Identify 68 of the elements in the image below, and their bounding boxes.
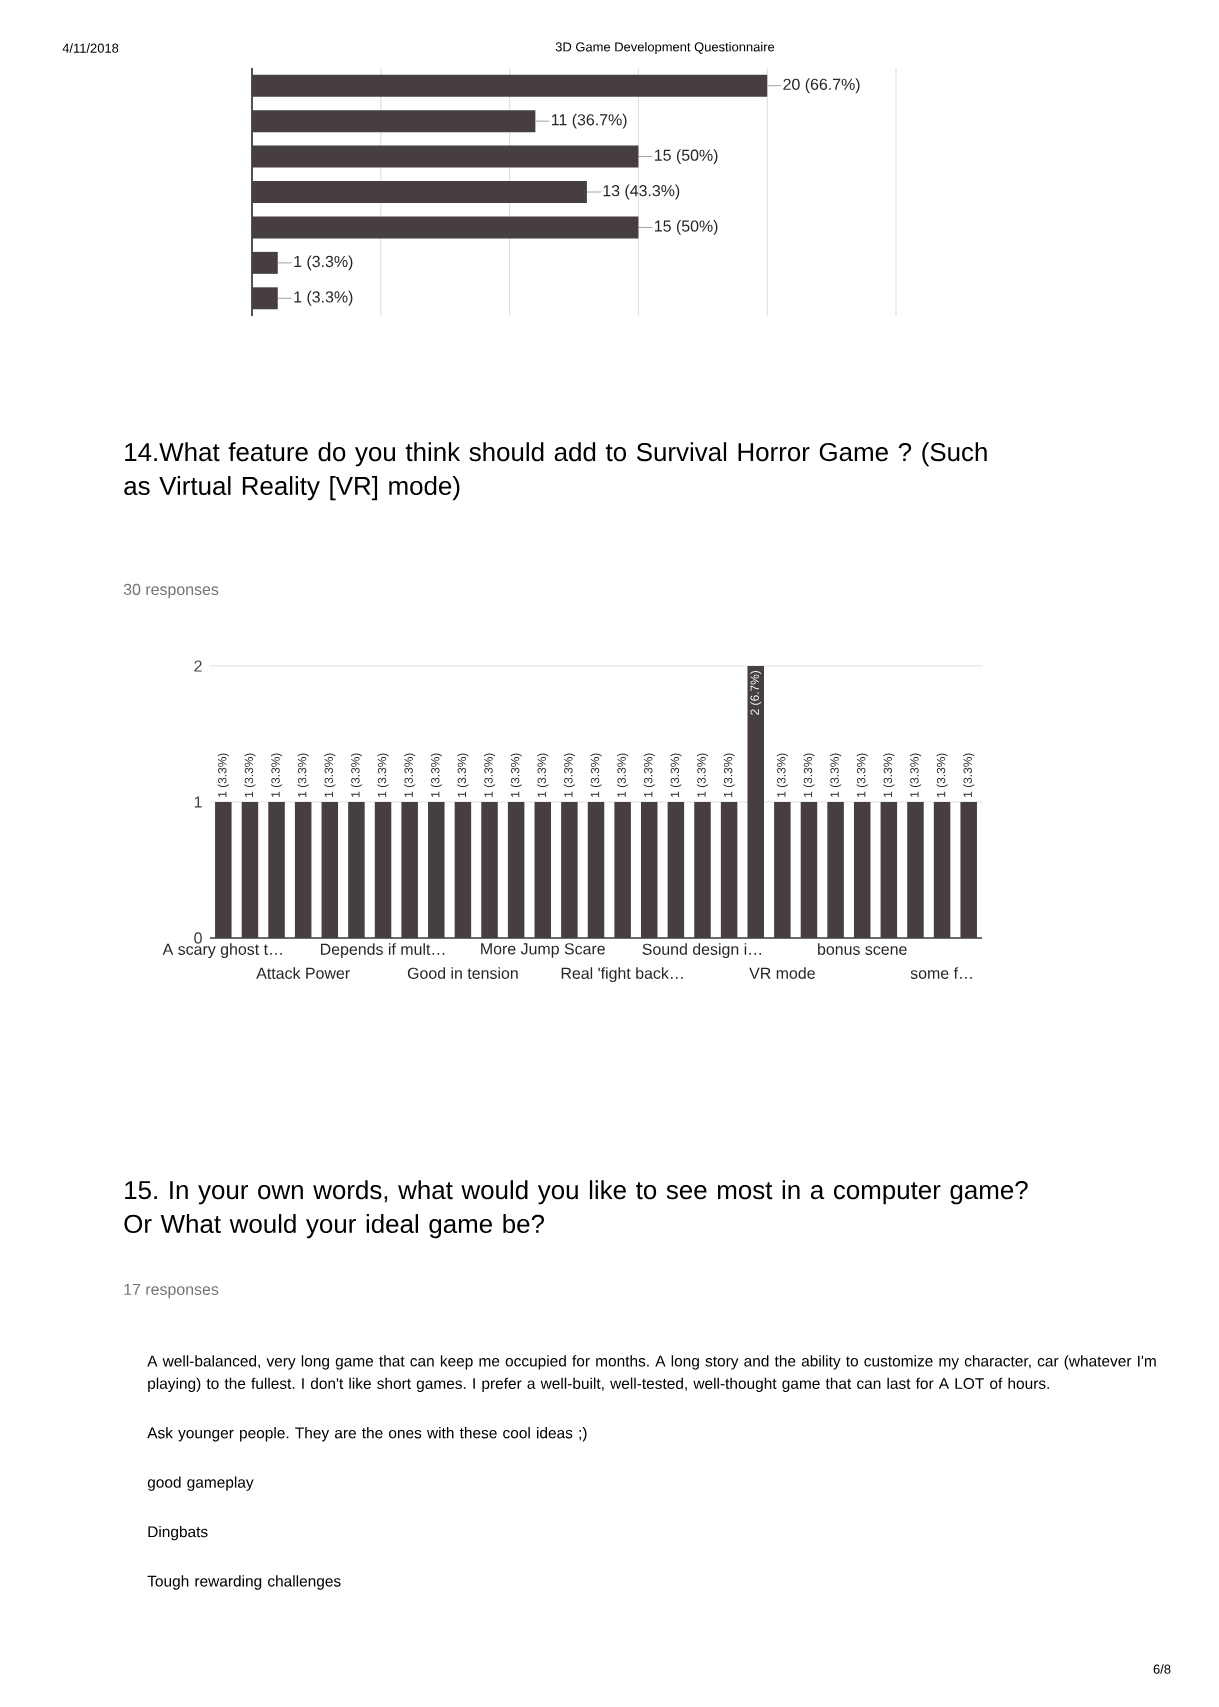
y-tick-label: 0: [194, 932, 202, 944]
data-label: 1 (3.3%): [217, 753, 229, 797]
data-label: 1 (3.3%): [803, 753, 815, 797]
text: Dingbats: [148, 1525, 208, 1541]
y-tick-label: 1: [194, 796, 202, 808]
chart-title: 14.What feature do you think should add to Survival Horror Game ? (Such as Virtual Reality [VR] mode): [124, 442, 987, 501]
x-tick-label: Real 'fight back…: [561, 967, 683, 983]
data-label: 1 (3.3%): [723, 753, 735, 797]
data-label: 1 (3.3%): [537, 753, 549, 797]
data-label: 1 (3.3%): [909, 753, 922, 797]
x-tick-label: Attack Power: [256, 967, 350, 979]
data-label: 1 (3.3%): [643, 753, 655, 797]
data-label: 1 (3.3%): [404, 753, 416, 797]
x-tick-label: bonus scene: [818, 943, 907, 955]
x-tick-label: Sound design i…: [642, 943, 761, 959]
data-label: 1 (3.3%): [294, 255, 353, 271]
text: 17 responses: [124, 1283, 219, 1299]
text: 4/11/2018: [62, 43, 119, 53]
bar: [252, 145, 639, 168]
data-label: 1 (3.3%): [270, 753, 283, 797]
text: 6/8: [1153, 1664, 1171, 1674]
x-tick-label: Depends if mult…: [321, 943, 445, 959]
data-label: 1 (3.3%): [294, 290, 353, 306]
y-tick-label: 2: [194, 660, 202, 672]
data-label: 2 (6.7%): [750, 670, 762, 715]
bar: [252, 216, 639, 239]
data-label: 1 (3.3%): [776, 753, 788, 797]
data-label: 1 (3.3%): [563, 753, 575, 797]
bar: [252, 110, 536, 133]
data-label: 13 (43.3%): [603, 184, 680, 200]
bar: [252, 181, 587, 203]
data-label: 15 (50%): [655, 220, 718, 235]
text: Ask younger people. They are the ones with these cool ideas ;): [147, 1427, 587, 1442]
text: 15. In your own words, what would you like to see most in a computer game? Or What would your ideal game be?: [124, 1180, 1028, 1239]
data-label: 1 (3.3%): [350, 753, 362, 797]
data-label: 1 (3.3%): [244, 753, 256, 797]
data-label: 1 (3.3%): [377, 753, 389, 797]
data-label: 1 (3.3%): [963, 753, 975, 797]
data-label: 1 (3.3%): [430, 753, 442, 797]
data-label: 1 (3.3%): [297, 753, 309, 797]
text: 3D Game Development Questionnaire: [555, 41, 775, 55]
data-label: 1 (3.3%): [324, 753, 336, 797]
x-tick-label: More Jump Scare: [481, 943, 605, 958]
data-label: 1 (3.3%): [510, 753, 522, 797]
text: good gameplay: [147, 1476, 254, 1491]
data-label: 1 (3.3%): [483, 753, 496, 797]
data-label: 1 (3.3%): [883, 753, 895, 797]
text: A well-balanced, very long game that can keep me occupied for months. A long story and the ability to customize my character, car (whatever I'm playing) to the fullest. I don't like short games. I prefer a well-built, well-tested, well-thought game that can last for A LOT of hours.: [147, 1355, 1156, 1393]
data-label: 1 (3.3%): [936, 753, 948, 797]
chart-subtitle: 30 responses: [123, 583, 219, 599]
data-label: 1 (3.3%): [696, 753, 709, 797]
x-tick-label: A scary ghost t…: [162, 943, 282, 959]
data-label: 1 (3.3%): [617, 753, 629, 797]
data-label: 1 (3.3%): [830, 753, 842, 797]
data-label: 1 (3.3%): [670, 753, 682, 797]
bar: [252, 251, 278, 274]
bar: [252, 287, 278, 310]
bar: [252, 74, 768, 97]
data-label: 1 (3.3%): [457, 753, 469, 797]
data-label: 1 (3.3%): [856, 753, 868, 797]
x-tick-label: some f…: [910, 967, 972, 979]
data-label: 11 (36.7%): [551, 113, 627, 129]
data-label: 15 (50%): [655, 149, 718, 164]
text: Tough rewarding challenges: [147, 1575, 341, 1590]
x-tick-label: VR mode: [749, 967, 815, 979]
data-label: 1 (3.3%): [590, 753, 602, 797]
data-label: 20 (66.7%): [783, 78, 860, 94]
x-tick-label: Good in tension: [407, 967, 518, 979]
